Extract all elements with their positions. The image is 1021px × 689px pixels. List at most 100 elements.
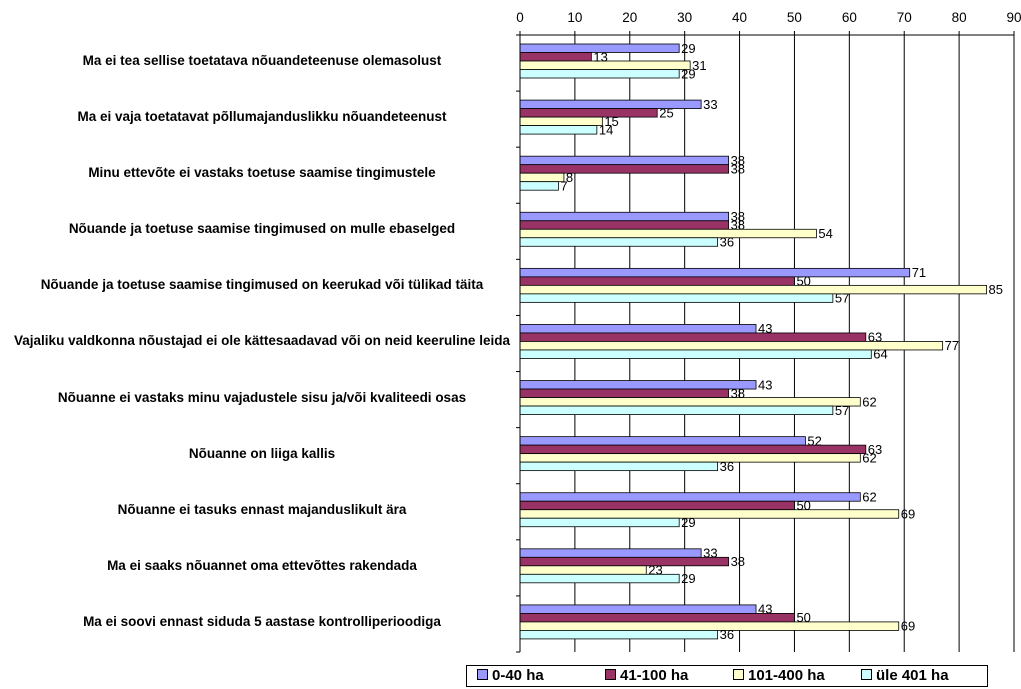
bar-101-400-ha-cat-4 bbox=[519, 228, 817, 239]
bar-101-400-ha-cat-2 bbox=[519, 116, 603, 126]
category-label-11: Ma ei soovi ennast siduda 5 aastase kont… bbox=[83, 613, 441, 629]
category-label-7: Nõuanne ei vastaks minu vajadustele sisu… bbox=[57, 389, 467, 405]
data-label-ule-401-ha-cat-11: 36 bbox=[720, 627, 734, 642]
legend-swatch-41-100 bbox=[605, 669, 616, 680]
bar-ule-401-ha-cat-4 bbox=[519, 237, 719, 247]
data-label-101-400-ha-cat-11: 69 bbox=[901, 619, 915, 634]
data-label-0-40-ha-cat-7: 43 bbox=[758, 377, 772, 392]
data-label-ule-401-ha-cat-9: 29 bbox=[681, 515, 695, 530]
category-label-1: Ma ei tea sellise toetatava nõuandeteenu… bbox=[82, 53, 442, 68]
bar-ule-401-ha-cat-2 bbox=[519, 125, 598, 135]
data-label-ule-401-ha-cat-8: 36 bbox=[720, 459, 734, 474]
bar-41-100-ha-cat-5 bbox=[519, 276, 795, 286]
bar-101-400-ha-cat-7 bbox=[519, 397, 861, 407]
bar-0-40-ha-cat-8 bbox=[519, 436, 806, 446]
legend-label-ule-401: üle 401 ha bbox=[876, 667, 949, 684]
category-label-5: Nõuande ja toetuse saamise tingimused on… bbox=[40, 277, 484, 293]
data-label-41-100-ha-cat-10: 38 bbox=[731, 554, 745, 569]
data-label-41-100-ha-cat-6: 63 bbox=[868, 330, 882, 345]
tick-label-80: 80 bbox=[952, 10, 967, 25]
bar-0-40-ha-cat-10 bbox=[519, 548, 702, 558]
bar-41-100-ha-cat-10 bbox=[519, 556, 729, 567]
data-label-41-100-ha-cat-7: 38 bbox=[731, 386, 745, 401]
data-label-0-40-ha-cat-9: 62 bbox=[862, 489, 876, 504]
legend-label-41-100: 41-100 ha bbox=[620, 667, 689, 684]
data-label-ule-401-ha-cat-2: 14 bbox=[599, 122, 613, 137]
bar-101-400-ha-cat-5 bbox=[519, 284, 987, 295]
x-axis-ticks: 0 10 20 30 40 50 60 70 80 90 bbox=[516, 10, 1021, 35]
tick-label-10: 10 bbox=[567, 10, 582, 25]
data-label-0-40-ha-cat-3: 38 bbox=[731, 153, 745, 168]
bar-ule-401-ha-cat-5 bbox=[519, 293, 834, 303]
category-label-2: Ma ei vaja toetatavat põllumajanduslikku… bbox=[77, 109, 447, 125]
data-label-0-40-ha-cat-11: 43 bbox=[758, 602, 772, 617]
category-label-10: Ma ei saaks nõuannet oma ettevõttes rake… bbox=[107, 557, 417, 573]
data-label-101-400-ha-cat-8: 62 bbox=[862, 450, 876, 465]
tick-label-60: 60 bbox=[842, 10, 857, 25]
legend-label-101-400: 101-400 ha bbox=[748, 667, 825, 684]
data-label-41-100-ha-cat-4: 38 bbox=[731, 218, 745, 233]
bar-0-40-ha-cat-11 bbox=[519, 604, 757, 614]
tick-label-40: 40 bbox=[732, 10, 747, 25]
legend-item-0-40: 0-40 ha bbox=[477, 666, 544, 686]
data-label-ule-401-ha-cat-3: 7 bbox=[560, 178, 567, 193]
data-label-101-400-ha-cat-6: 77 bbox=[945, 338, 959, 353]
data-labels: 2913312933251514383887383854367150855743… bbox=[560, 41, 1003, 642]
bar-101-400-ha-cat-9 bbox=[519, 509, 900, 519]
legend-item-101-400: 101-400 ha bbox=[733, 666, 825, 686]
data-label-101-400-ha-cat-5: 85 bbox=[989, 282, 1003, 297]
legend-label-0-40: 0-40 ha bbox=[492, 667, 544, 684]
data-label-101-400-ha-cat-7: 62 bbox=[862, 394, 876, 409]
data-label-41-100-ha-cat-1: 13 bbox=[593, 49, 607, 64]
data-label-0-40-ha-cat-5: 71 bbox=[912, 265, 926, 280]
bar-41-100-ha-cat-1 bbox=[519, 52, 592, 62]
data-label-0-40-ha-cat-1: 29 bbox=[681, 41, 695, 56]
data-label-101-400-ha-cat-4: 54 bbox=[818, 226, 832, 241]
tick-label-30: 30 bbox=[677, 10, 692, 25]
data-label-0-40-ha-cat-2: 33 bbox=[703, 97, 717, 112]
bar-0-40-ha-cat-4 bbox=[519, 211, 729, 222]
bar-101-400-ha-cat-3 bbox=[519, 172, 565, 183]
bar-0-40-ha-cat-3 bbox=[519, 155, 729, 166]
data-label-41-100-ha-cat-5: 50 bbox=[796, 274, 810, 289]
data-label-101-400-ha-cat-1: 31 bbox=[692, 58, 706, 73]
tick-label-0: 0 bbox=[516, 10, 524, 25]
bar-41-100-ha-cat-3 bbox=[519, 164, 729, 174]
bar-0-40-ha-cat-6 bbox=[519, 324, 757, 334]
data-label-101-400-ha-cat-9: 69 bbox=[901, 506, 915, 521]
bar-ule-401-ha-cat-1 bbox=[519, 69, 680, 79]
tick-label-90: 90 bbox=[1006, 10, 1021, 25]
bar-0-40-ha-cat-7 bbox=[519, 380, 757, 390]
data-label-ule-401-ha-cat-10: 29 bbox=[681, 571, 695, 586]
category-label-3: Minu ettevõte ei vastaks toetuse saamise… bbox=[88, 165, 436, 181]
bar-101-400-ha-cat-10 bbox=[519, 565, 647, 575]
legend-swatch-ule-401 bbox=[861, 669, 872, 680]
bar-41-100-ha-cat-6 bbox=[519, 332, 867, 342]
data-label-41-100-ha-cat-3: 38 bbox=[731, 161, 745, 176]
data-label-ule-401-ha-cat-7: 57 bbox=[835, 403, 849, 418]
bar-ule-401-ha-cat-11 bbox=[519, 630, 719, 640]
bar-41-100-ha-cat-7 bbox=[519, 388, 729, 398]
category-label-8: Nõuanne on liiga kallis bbox=[188, 445, 336, 461]
bar-0-40-ha-cat-5 bbox=[519, 267, 911, 278]
bar-41-100-ha-cat-9 bbox=[519, 500, 795, 511]
data-label-41-100-ha-cat-9: 50 bbox=[796, 498, 810, 513]
category-label-6: Vajaliku valdkonna nõustajad ei ole kätt… bbox=[14, 333, 510, 349]
data-label-ule-401-ha-cat-4: 36 bbox=[720, 235, 734, 250]
bar-41-100-ha-cat-11 bbox=[519, 613, 795, 623]
data-label-ule-401-ha-cat-5: 57 bbox=[835, 291, 849, 306]
axes bbox=[516, 34, 1014, 653]
category-label-4: Nõuande ja toetuse saamise tingimused on… bbox=[68, 221, 456, 237]
bar-ule-401-ha-cat-6 bbox=[519, 349, 872, 359]
tick-label-70: 70 bbox=[897, 10, 912, 25]
bar-0-40-ha-cat-2 bbox=[519, 99, 702, 109]
legend: 0-40 ha 41-100 ha 101-400 ha üle 401 ha bbox=[466, 665, 988, 687]
bar-41-100-ha-cat-4 bbox=[519, 220, 729, 230]
data-label-101-400-ha-cat-2: 15 bbox=[604, 114, 618, 129]
data-label-ule-401-ha-cat-6: 64 bbox=[873, 347, 887, 362]
data-label-0-40-ha-cat-4: 38 bbox=[731, 209, 745, 224]
data-label-ule-401-ha-cat-1: 29 bbox=[681, 66, 695, 81]
data-label-0-40-ha-cat-6: 43 bbox=[758, 321, 772, 336]
bar-101-400-ha-cat-8 bbox=[519, 453, 861, 463]
bar-101-400-ha-cat-11 bbox=[519, 621, 900, 631]
